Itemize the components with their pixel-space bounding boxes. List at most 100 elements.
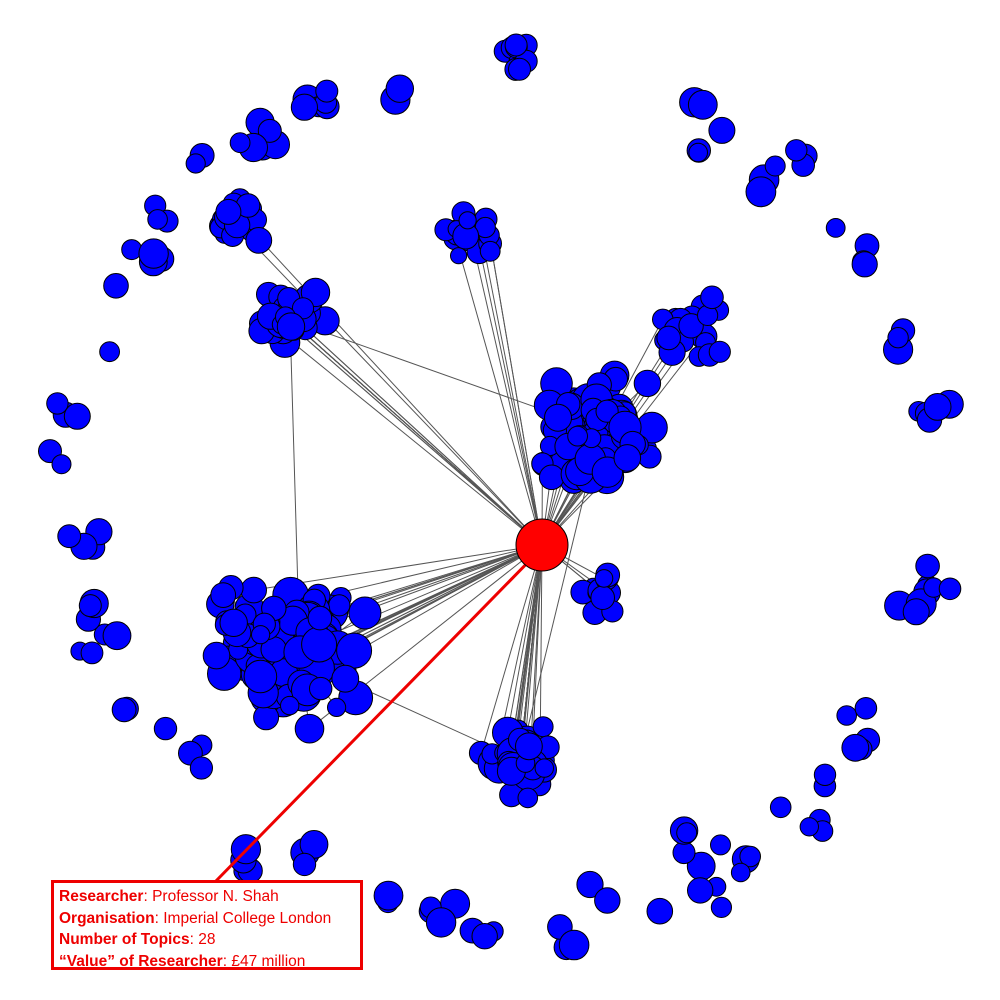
researcher-node[interactable] <box>307 605 333 631</box>
researcher-node[interactable] <box>887 327 909 349</box>
researcher-node[interactable] <box>103 273 129 299</box>
researcher-node[interactable] <box>591 456 624 488</box>
researcher-node[interactable] <box>102 621 132 651</box>
researcher-node[interactable] <box>292 852 317 877</box>
researcher-node[interactable] <box>558 929 590 961</box>
researcher-node[interactable] <box>280 695 300 716</box>
researcher-node[interactable] <box>245 227 273 254</box>
researcher-node[interactable] <box>799 817 819 837</box>
researcher-node[interactable] <box>291 297 315 320</box>
researcher-node[interactable] <box>215 198 242 225</box>
researcher-node[interactable] <box>688 142 709 163</box>
researcher-node[interactable] <box>708 340 731 363</box>
network-edge <box>289 319 543 546</box>
researcher-node[interactable] <box>504 33 528 57</box>
highlighted-researcher-node[interactable] <box>515 518 569 572</box>
researcher-node[interactable] <box>515 732 543 761</box>
researcher-node[interactable] <box>309 676 333 701</box>
researcher-node[interactable] <box>676 822 698 844</box>
researcher-node[interactable] <box>189 756 213 780</box>
researcher-node[interactable] <box>348 596 382 630</box>
researcher-node[interactable] <box>739 845 762 868</box>
researcher-node[interactable] <box>836 705 858 726</box>
researcher-node[interactable] <box>700 285 724 310</box>
researcher-node[interactable] <box>328 594 351 617</box>
researcher-node[interactable] <box>672 841 696 865</box>
researcher-node[interactable] <box>80 641 104 665</box>
researcher-node[interactable] <box>594 887 621 914</box>
researcher-node[interactable] <box>57 524 82 549</box>
researcher-node[interactable] <box>710 834 731 856</box>
researcher-node[interactable] <box>923 393 952 421</box>
researcher-label: Researcher <box>59 888 144 905</box>
researcher-node[interactable] <box>915 553 940 579</box>
researcher-node[interactable] <box>678 313 704 339</box>
researcher-node[interactable] <box>202 641 231 670</box>
researcher-node[interactable] <box>745 176 777 208</box>
researcher-node[interactable] <box>301 626 338 663</box>
researcher-node[interactable] <box>825 218 846 238</box>
researcher-node[interactable] <box>567 425 588 447</box>
researcher-node[interactable] <box>336 632 373 669</box>
researcher-node[interactable] <box>78 594 102 618</box>
researcher-node[interactable] <box>785 139 808 162</box>
callout-line <box>213 548 542 884</box>
researcher-node[interactable] <box>479 240 501 262</box>
researcher-node[interactable] <box>544 403 572 432</box>
researcher-node[interactable] <box>730 862 751 883</box>
researcher-node[interactable] <box>276 312 306 341</box>
researcher-node[interactable] <box>147 209 168 230</box>
researcher-node[interactable] <box>219 608 248 637</box>
researcher-node[interactable] <box>508 57 531 81</box>
researcher-node[interactable] <box>210 582 237 608</box>
researcher-node[interactable] <box>99 341 120 363</box>
researcher-node[interactable] <box>851 251 878 278</box>
researcher-node[interactable] <box>290 93 318 121</box>
researcher-node[interactable] <box>257 118 282 143</box>
researcher-node[interactable] <box>46 392 69 415</box>
researcher-node[interactable] <box>534 758 554 778</box>
researcher-node[interactable] <box>185 153 206 174</box>
researcher-name: Professor N. Shah <box>152 888 279 905</box>
researcher-node[interactable] <box>710 896 733 919</box>
researcher-node[interactable] <box>51 454 72 475</box>
researcher-node[interactable] <box>841 733 870 762</box>
researcher-node[interactable] <box>458 211 477 230</box>
researcher-node[interactable] <box>646 897 674 925</box>
researcher-node[interactable] <box>687 877 714 904</box>
researcher-node[interactable] <box>854 697 878 720</box>
researcher-node[interactable] <box>251 625 271 645</box>
researcher-node[interactable] <box>229 132 251 154</box>
researcher-node[interactable] <box>385 74 414 103</box>
researcher-node[interactable] <box>633 369 662 398</box>
researcher-node[interactable] <box>331 664 360 693</box>
researcher-node[interactable] <box>315 79 339 103</box>
researcher-node[interactable] <box>517 787 539 809</box>
researcher-node[interactable] <box>471 923 498 950</box>
researcher-node[interactable] <box>708 116 736 144</box>
researcher-node[interactable] <box>813 763 837 786</box>
researcher-node[interactable] <box>576 870 604 899</box>
researcher-node[interactable] <box>153 716 178 741</box>
researcher-node[interactable] <box>240 576 267 604</box>
researcher-node[interactable] <box>656 325 682 351</box>
researcher-node[interactable] <box>687 89 718 120</box>
researcher-node[interactable] <box>63 402 91 430</box>
researcher-node[interactable] <box>294 713 325 744</box>
researcher-node[interactable] <box>938 577 962 601</box>
researcher-node[interactable] <box>111 697 137 723</box>
researcher-node[interactable] <box>764 155 786 177</box>
researcher-node[interactable] <box>450 247 468 265</box>
researcher-node[interactable] <box>538 464 565 491</box>
researcher-node[interactable] <box>902 598 930 626</box>
researcher-node[interactable] <box>373 880 404 911</box>
researcher-node[interactable] <box>590 585 616 611</box>
researcher-node[interactable] <box>327 697 347 718</box>
researcher-node[interactable] <box>769 796 792 819</box>
researcher-node[interactable] <box>594 569 614 588</box>
researcher-node[interactable] <box>243 659 278 694</box>
researcher-node[interactable] <box>613 444 642 472</box>
researcher-node[interactable] <box>425 907 457 938</box>
network-edge <box>480 544 543 754</box>
researcher-node[interactable] <box>138 238 169 269</box>
